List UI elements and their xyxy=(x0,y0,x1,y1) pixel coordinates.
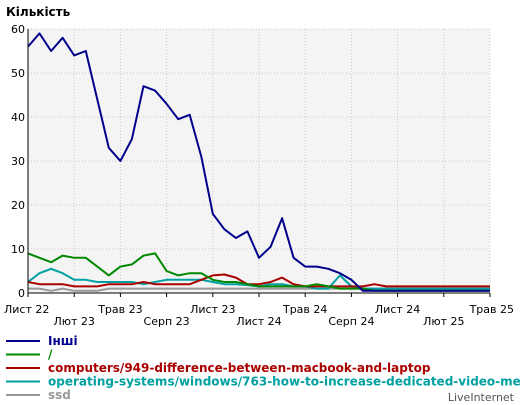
x-tick-label: Серп 23 xyxy=(144,315,190,328)
legend: Інші/computers/949-difference-between-ma… xyxy=(6,334,520,402)
y-tick-label: 50 xyxy=(11,67,25,80)
y-tick-label: 0 xyxy=(18,287,25,300)
series-line xyxy=(27,32,490,292)
y-tick-label: 20 xyxy=(11,199,25,212)
grid xyxy=(27,28,491,293)
x-tick-label: Лют 25 xyxy=(423,315,464,328)
x-tick-label: Лют 23 xyxy=(53,315,94,328)
x-tick-label: Лист 24 xyxy=(375,303,420,316)
legend-label: computers/949-difference-between-macbook… xyxy=(48,361,431,375)
legend-label: ssd xyxy=(48,388,71,402)
y-ticks: 0 10 20 30 40 50 60 xyxy=(11,23,25,300)
series-line xyxy=(27,273,490,288)
y-tick-label: 10 xyxy=(11,243,25,256)
y-tick-label: 60 xyxy=(11,23,25,36)
y-tick-label: 30 xyxy=(11,155,25,168)
y-tick-label: 40 xyxy=(11,111,25,124)
y-axis-title: Кількість xyxy=(6,5,71,19)
x-tick-label: Трав 25 xyxy=(469,303,514,316)
legend-label: operating-systems/windows/763-how-to-inc… xyxy=(48,375,520,389)
x-tick-label: Лист 24 xyxy=(236,315,281,328)
credit-liveinternet: LiveInternet xyxy=(448,391,515,404)
legend-label: / xyxy=(48,348,53,362)
x-ticks: Лист 22 Трав 23 Лист 23 Трав 24 Лист 24 Трав … xyxy=(4,293,514,328)
x-tick-label: Серп 24 xyxy=(328,315,374,328)
x-tick-label: Лист 23 xyxy=(190,303,235,316)
x-tick-label: Трав 23 xyxy=(97,303,142,316)
series-lines xyxy=(27,32,490,292)
x-tick-label: Трав 24 xyxy=(282,303,327,316)
legend-label: Інші xyxy=(48,334,78,348)
x-tick-label: Лист 22 xyxy=(4,303,49,316)
